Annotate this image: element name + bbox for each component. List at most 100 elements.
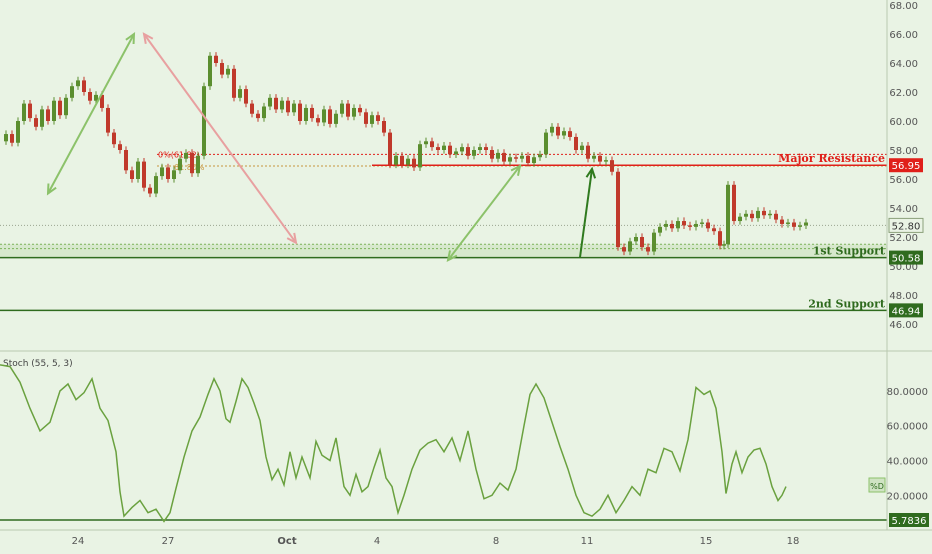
candle-body [604,160,608,162]
candle-body [172,170,176,179]
level-label: 2nd Support [808,297,886,310]
candle-body [490,150,494,159]
support-zone [0,244,887,258]
candle-body [70,86,74,98]
candle-body [382,121,386,133]
annotation-arrow [447,165,521,261]
candle-body [262,106,266,119]
candle-body [178,158,182,171]
candle-body [76,80,80,87]
x-tick-label: 27 [162,536,175,547]
candle-body [786,222,790,224]
candle-body [100,94,104,108]
candle-body [214,55,218,63]
candle-body [442,145,446,150]
candle-body [526,155,530,164]
candle-body [106,107,110,133]
candle-body [22,103,26,121]
candle-body [634,237,638,242]
candle-body [670,223,674,229]
x-tick-label: 18 [787,536,800,547]
candle-body [358,107,362,113]
candle-body [406,158,410,165]
candle-body [768,213,772,216]
candle-body [196,155,200,174]
level-label: Major Resistance [778,152,885,165]
candle-body [292,103,296,113]
candle-body [726,184,730,245]
stoch-panel: Stoch (55, 5, 3) %D [0,359,887,523]
fib-label-0: 0%(61.82) [158,150,200,159]
level-value-badge [889,158,923,173]
price-tick-label: 52.00 [889,233,918,244]
price-tick-label: 58.00 [889,146,918,157]
candle-body [118,144,122,150]
x-tick-label: 8 [493,536,499,547]
price-tick-label: 64.00 [889,59,918,70]
candle-body [640,237,644,248]
candle-body [472,150,476,156]
candle-body [646,247,650,252]
candle-body [544,132,548,155]
annotation-arrowhead [142,32,154,45]
stoch-series-label: %D [870,482,884,491]
price-tick-label: 46.00 [889,320,918,331]
candle-body [466,147,470,156]
candle-body [400,155,404,165]
candle-body [148,187,152,194]
candle-body [304,107,308,121]
candle-body [774,213,778,220]
candle-body [514,157,518,159]
candle-body [706,222,710,229]
candle-body [232,68,236,98]
candle-body [718,231,722,246]
candle-body [610,160,614,172]
candle-body [694,223,698,227]
candle-body [34,118,38,127]
annotation-arrow [579,168,593,258]
candle-body [334,113,338,124]
candle-body [592,155,596,159]
candle-body [538,154,542,158]
level-label: 1st Support [813,245,886,258]
candle-body [792,222,796,227]
candle-body [750,213,754,219]
candle-body [568,131,572,137]
annotation-arrow [47,33,135,194]
candle-body [250,103,254,114]
candle-body [780,219,784,224]
annotation-arrowhead [585,166,597,179]
annotation-arrow [143,33,297,244]
candle-body [28,103,32,119]
candle-body [756,210,760,219]
price-panel: 0%(61.82) 61.80% Major Resistance 1st Suppo… [0,31,887,312]
candle-body [10,134,14,143]
candle-body [580,145,584,150]
candle-body [412,158,416,168]
candle-body [268,97,272,107]
candle-body [448,145,452,155]
candle-body [370,115,374,124]
candle-body [4,134,8,142]
candle-body [628,241,632,252]
fib-label-618: 61.80% [174,163,205,172]
candle-body [154,176,158,194]
candle-body [478,147,482,150]
candle-body [220,63,224,75]
annotation-arrowhead [446,250,458,263]
candle-body [682,221,686,226]
candle-body [322,109,326,123]
candle-body [484,147,488,150]
price-tick-label: 68.00 [889,1,918,12]
candle-body [160,167,164,177]
candle-body [804,222,808,226]
stoch-tick-label: 60.0000 [887,422,928,433]
level-value-text: 50.58 [892,254,921,265]
candle-body [418,144,422,168]
candle-body [256,113,260,119]
candle-body [208,55,212,87]
candle-body [316,118,320,123]
